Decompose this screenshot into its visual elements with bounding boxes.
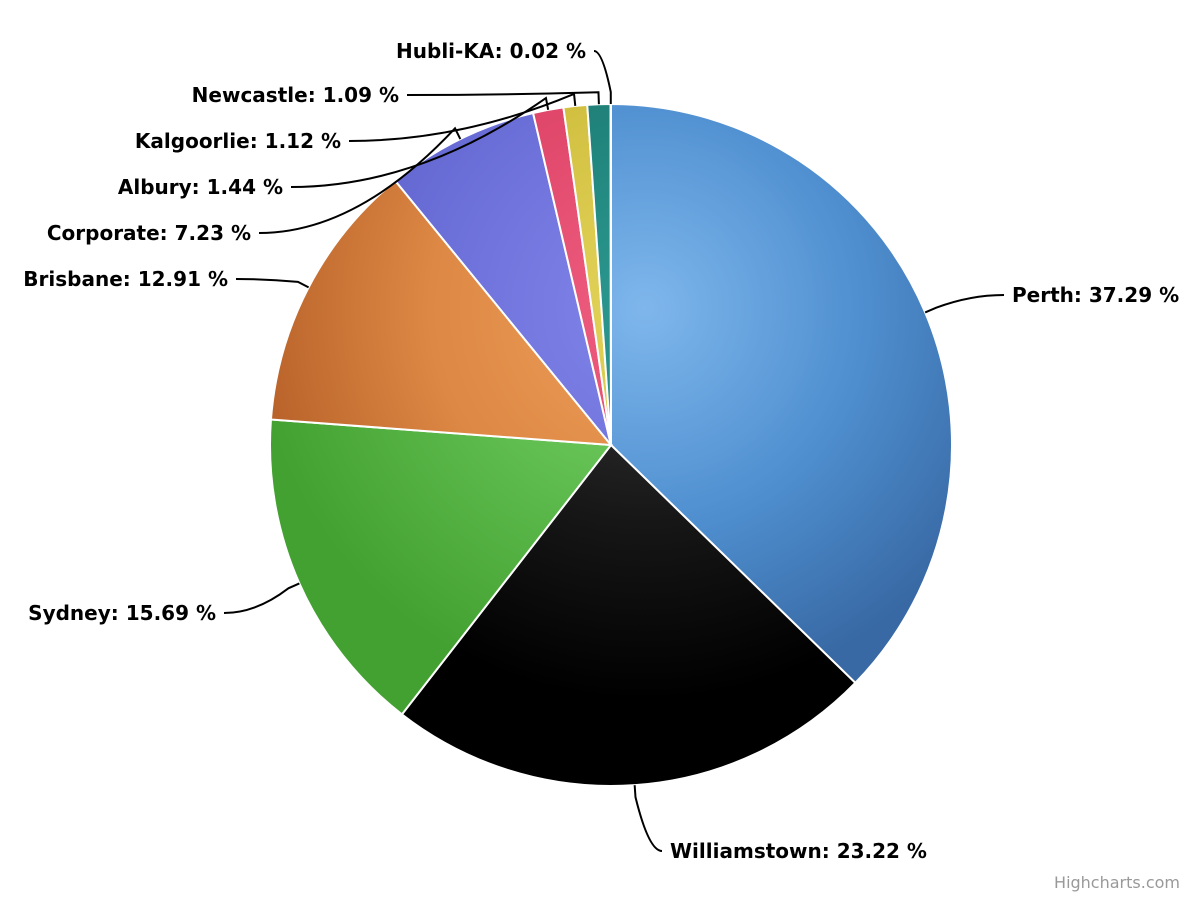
connector-williamstown [633,785,663,852]
connector-newcastle [406,91,600,105]
data-labels: Perth: 37.29 % Williamstown: 23.22 % Sydne… [23,39,1179,863]
pie-slice-brisbane[interactable] [269,179,614,447]
pie-slice-sydney[interactable] [269,418,613,716]
connector-perth [924,294,1005,314]
pie-slices [269,102,953,787]
data-label-newcastle: Newcastle: 1.09 % [192,83,399,107]
connector-kalgoorlie [348,92,577,142]
data-label-perth: Perth: 37.29 % [1012,283,1179,307]
data-label-sydney: Sydney: 15.69 % [28,601,216,625]
connector-brisbane [235,278,310,289]
pie-slice-corporate[interactable] [393,111,612,446]
data-label-brisbane: Brisbane: 12.91 % [23,267,228,291]
credits-link[interactable]: Highcharts.com [1054,873,1180,892]
connector-sydney [223,582,300,614]
data-label-corporate: Corporate: 7.23 % [47,221,251,245]
label-connectors [223,50,1005,852]
data-label-kalgoorlie: Kalgoorlie: 1.12 % [135,129,341,153]
pie-slice-williamstown[interactable] [400,443,857,787]
connector-hubli-ka [593,50,612,105]
data-label-albury: Albury: 1.44 % [118,175,283,199]
data-label-hubli-ka: Hubli-KA: 0.02 % [396,39,586,63]
data-label-williamstown: Williamstown: 23.22 % [670,839,927,863]
connector-corporate [258,126,462,234]
